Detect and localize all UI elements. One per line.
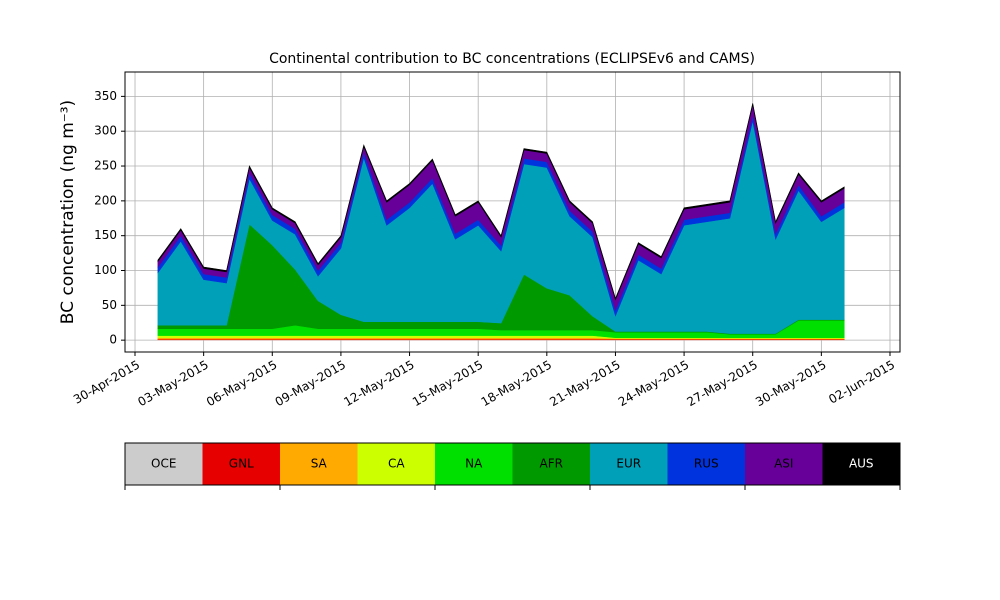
legend-swatch bbox=[435, 443, 513, 485]
chart-title: Continental contribution to BC concentra… bbox=[269, 51, 755, 67]
legend-label: OCE bbox=[151, 457, 176, 471]
area bbox=[157, 103, 845, 301]
y-tick-label: 200 bbox=[94, 193, 117, 207]
x-tick-label: 06-May-2015 bbox=[204, 358, 279, 410]
legend-swatch bbox=[822, 443, 900, 485]
plot-frame bbox=[124, 71, 901, 353]
legend-swatch bbox=[202, 443, 280, 485]
legend-label: NA bbox=[465, 457, 483, 471]
x-tick-label: 15-May-2015 bbox=[410, 358, 485, 410]
x-tick-label: 12-May-2015 bbox=[341, 358, 416, 410]
legend-swatch bbox=[745, 443, 823, 485]
y-tick-label: 50 bbox=[102, 298, 117, 312]
y-tick-label: 300 bbox=[94, 124, 117, 138]
x-tick-label: 03-May-2015 bbox=[135, 358, 210, 410]
legend-swatch bbox=[280, 443, 358, 485]
legend-swatch bbox=[125, 443, 203, 485]
x-tick-label: 02-Jun-2015 bbox=[826, 358, 897, 407]
x-tick-label: 27-May-2015 bbox=[684, 358, 759, 410]
y-tick-label: 250 bbox=[94, 159, 117, 173]
legend-swatch bbox=[512, 443, 590, 485]
y-tick-label: 100 bbox=[94, 263, 117, 277]
legend-label: SA bbox=[311, 457, 328, 471]
legend-label: EUR bbox=[616, 457, 641, 471]
legend-label: RUS bbox=[694, 457, 719, 471]
y-axis-label: BC concentration (ng m⁻³) bbox=[58, 100, 78, 324]
x-tick-label: 18-May-2015 bbox=[479, 358, 554, 410]
legend-swatch bbox=[590, 443, 668, 485]
legend-label: AFR bbox=[540, 457, 563, 471]
x-tick-label: 09-May-2015 bbox=[273, 358, 348, 410]
y-tick-label: 150 bbox=[94, 228, 117, 242]
x-tick-label: 30-May-2015 bbox=[753, 358, 828, 410]
legend-label: GNL bbox=[229, 457, 254, 471]
y-tick-label: 350 bbox=[94, 89, 117, 103]
x-tick-label: 30-Apr-2015 bbox=[71, 358, 142, 407]
y-tick-label: 0 bbox=[109, 333, 117, 347]
legend-label: AUS bbox=[849, 457, 874, 471]
legend-frame bbox=[124, 442, 901, 486]
legend-label: CA bbox=[388, 457, 405, 471]
legend-swatch bbox=[667, 443, 745, 485]
x-tick-label: 24-May-2015 bbox=[616, 358, 691, 410]
legend-label: ASI bbox=[774, 457, 793, 471]
legend-swatch bbox=[357, 443, 435, 485]
x-tick-label: 21-May-2015 bbox=[547, 358, 622, 410]
